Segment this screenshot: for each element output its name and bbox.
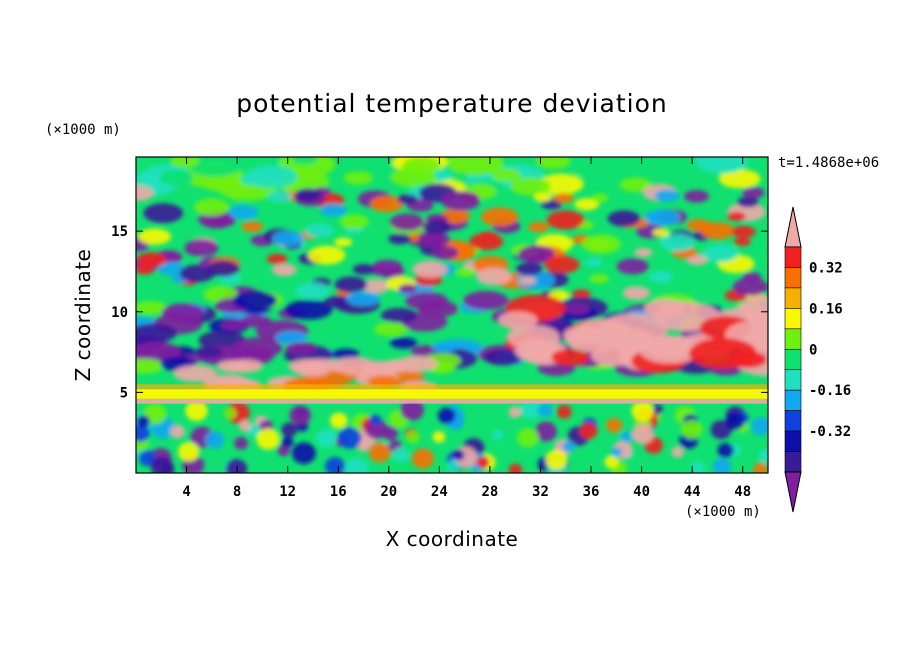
- y-axis-label: Z coordinate: [71, 249, 95, 382]
- y-axis-unit: (×1000 m): [45, 122, 121, 138]
- colorbar-label: 0.16: [809, 301, 843, 317]
- y-tick-label: 10: [111, 305, 128, 321]
- x-tick-label: 44: [684, 484, 701, 500]
- colorbar-label: 0: [809, 342, 817, 358]
- colorbar-segment: [784, 308, 802, 330]
- x-tick-label: 16: [330, 484, 347, 500]
- colorbar-segment: [784, 410, 802, 432]
- colorbar-label: -0.32: [809, 424, 851, 440]
- colorbar-segment: [784, 267, 802, 289]
- x-tick-label: 4: [182, 484, 190, 500]
- y-axis: 5 10 15: [111, 224, 768, 401]
- colorbar-segment: [784, 451, 802, 473]
- colorbar-segment: [784, 287, 802, 309]
- colorbar-segment: [784, 328, 802, 350]
- colorbar-segment: [784, 246, 802, 268]
- x-tick-label: 36: [583, 484, 600, 500]
- y-tick-label: 5: [120, 385, 128, 401]
- x-tick-label: 40: [633, 484, 650, 500]
- x-tick-label: 32: [532, 484, 549, 500]
- x-tick-label: 28: [481, 484, 498, 500]
- plot-frame: [135, 156, 769, 474]
- colorbar-segment: [784, 430, 802, 452]
- colorbar-segment: [784, 369, 802, 391]
- x-tick-label: 24: [431, 484, 448, 500]
- contour-field: [136, 157, 768, 473]
- x-tick-label: 8: [233, 484, 241, 500]
- colorbar-min-arrow: [784, 471, 802, 513]
- colorbar-segment: [784, 348, 802, 371]
- time-label: t=1.4868e+06: [778, 155, 879, 171]
- x-axis-unit: (×1000 m): [685, 504, 761, 520]
- colorbar: -0.32 -0.16 0 0.16 0.32: [784, 206, 851, 513]
- x-axis: 4 8 12 16 20 24 28 32 36 40 44 48: [182, 157, 751, 500]
- colorbar-segment: [784, 389, 802, 411]
- x-tick-label: 12: [279, 484, 296, 500]
- chart-title: potential temperature deviation: [236, 89, 667, 118]
- colorbar-max-arrow: [784, 206, 802, 248]
- colorbar-label: 0.32: [809, 260, 843, 276]
- x-tick-label: 48: [734, 484, 751, 500]
- colorbar-label: -0.16: [809, 383, 851, 399]
- x-tick-label: 20: [380, 484, 397, 500]
- y-tick-label: 15: [111, 224, 128, 240]
- x-axis-label: X coordinate: [386, 527, 519, 551]
